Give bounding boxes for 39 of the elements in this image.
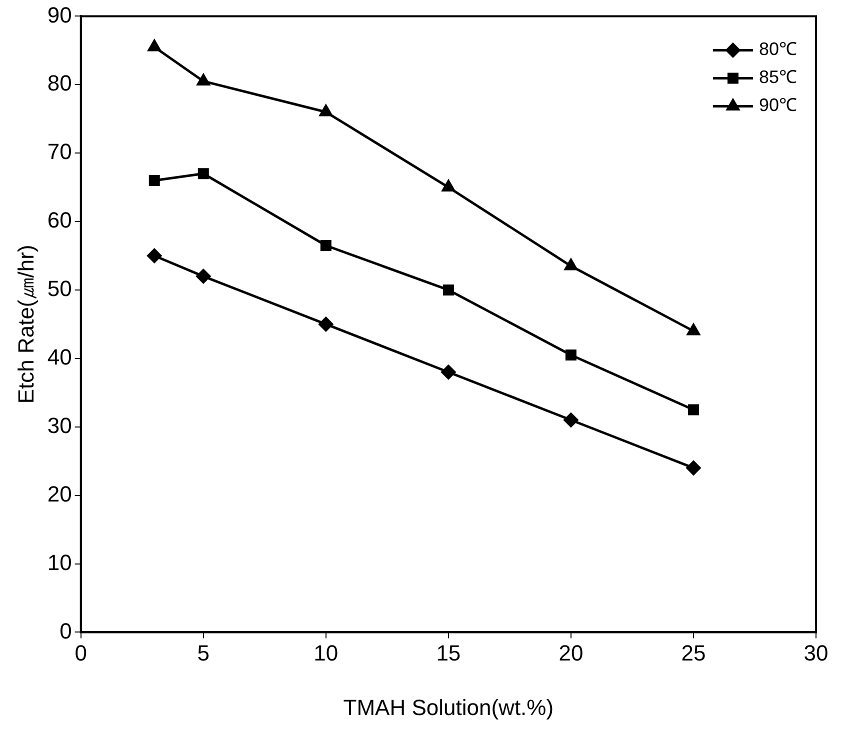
- point: [147, 248, 162, 264]
- x-tick-label: 25: [681, 640, 706, 666]
- x-tick-label: 30: [804, 640, 828, 666]
- point: [148, 40, 161, 52]
- y-axis-title: Etch Rate(㎛/hr): [13, 244, 38, 404]
- x-tick-label: 10: [314, 640, 338, 666]
- point: [442, 180, 455, 192]
- point: [442, 284, 454, 296]
- legend-label: 80℃: [758, 39, 798, 60]
- x-tick-label: 20: [558, 640, 584, 666]
- point: [196, 269, 211, 284]
- point: [686, 460, 701, 476]
- point: [319, 104, 332, 116]
- y-tick-label: 50: [47, 276, 72, 302]
- point: [318, 316, 334, 332]
- y-tick-label: 40: [47, 344, 72, 370]
- point: [320, 240, 332, 251]
- y-tick-label: 30: [47, 412, 72, 438]
- point: [148, 174, 160, 186]
- y-tick-label: 20: [47, 481, 72, 506]
- legend-label: 85℃: [758, 67, 798, 88]
- point: [564, 412, 578, 428]
- point: [564, 258, 578, 270]
- x-tick-label: 5: [197, 640, 210, 666]
- point: [198, 168, 209, 180]
- x-tick-label: 15: [436, 640, 461, 666]
- point: [196, 74, 210, 86]
- point: [687, 324, 700, 336]
- y-tick-label: 0: [60, 618, 72, 644]
- point: [688, 404, 699, 416]
- point: [565, 350, 576, 360]
- legend-label: 90℃: [758, 95, 798, 116]
- y-tick-label: 60: [47, 208, 72, 233]
- y-tick-label: 80: [47, 70, 72, 96]
- point: [441, 364, 456, 380]
- y-tick-label: 70: [47, 139, 72, 164]
- x-axis-title: TMAH Solution(wt.%): [343, 694, 554, 720]
- y-tick-label: 10: [47, 550, 72, 575]
- y-tick-label: 90: [47, 2, 72, 28]
